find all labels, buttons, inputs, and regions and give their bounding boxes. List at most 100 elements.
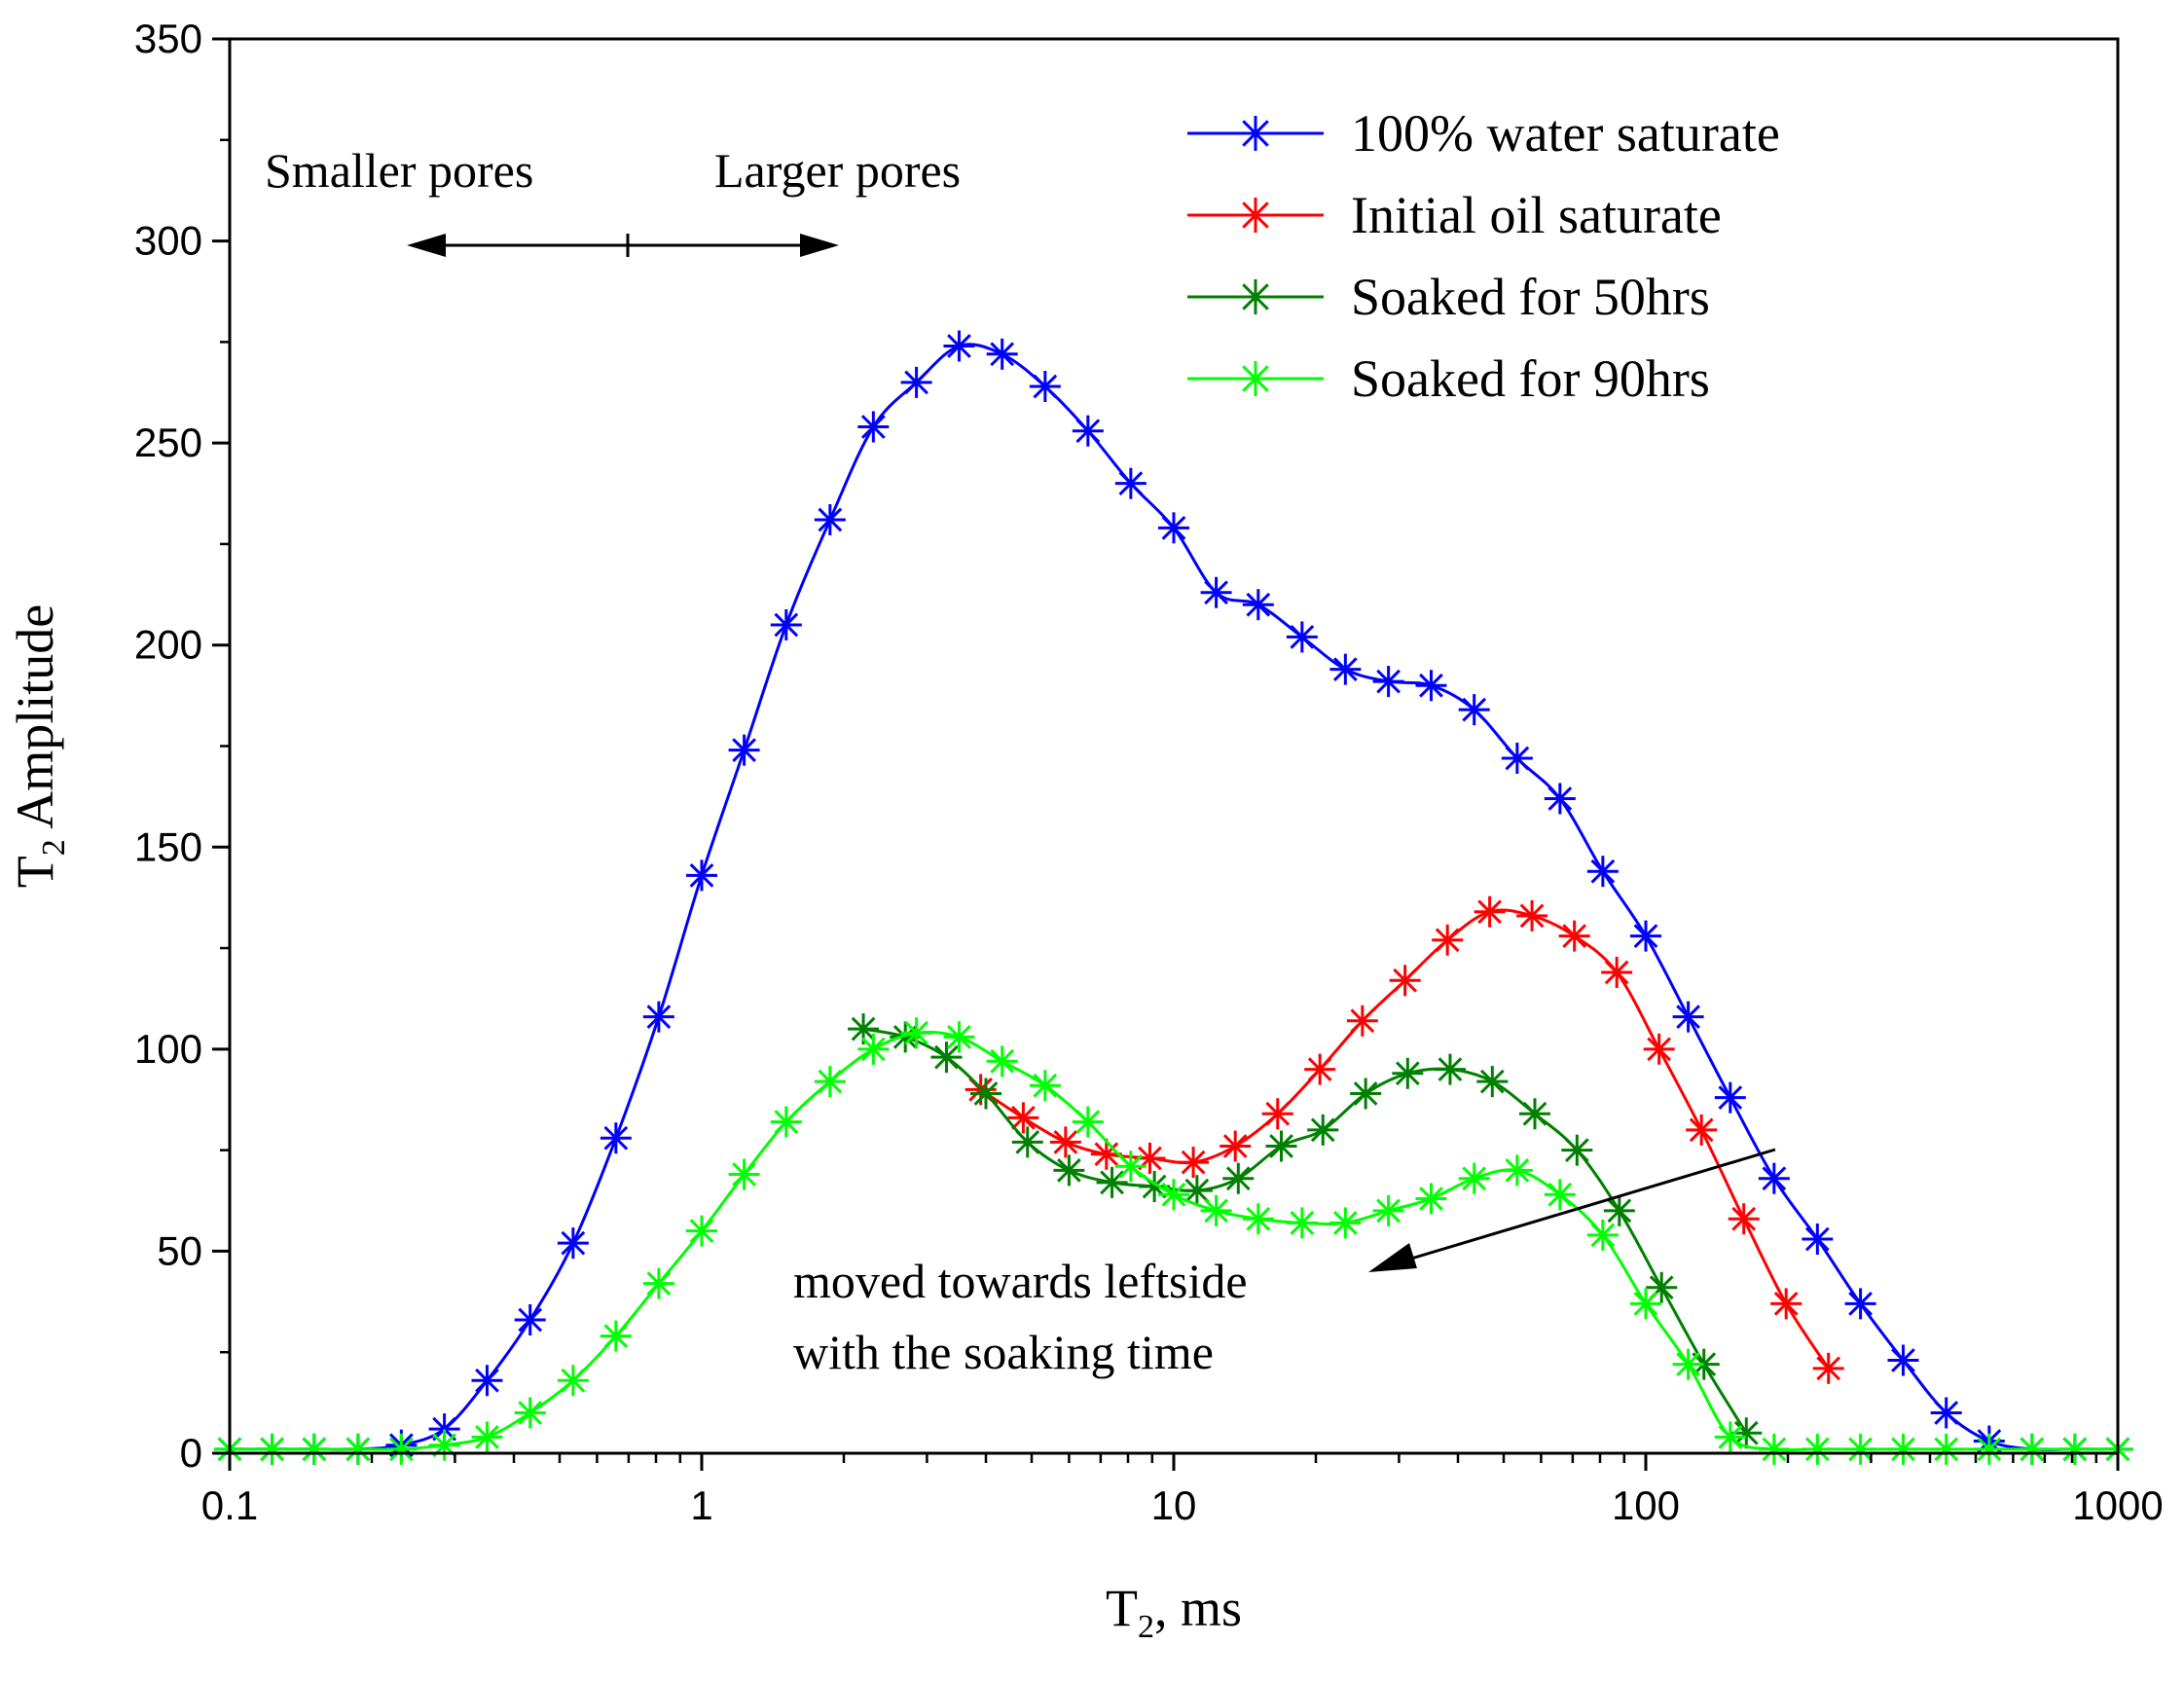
data-point [943,330,975,362]
data-point [600,1320,632,1352]
larger-pores-label: Larger pores [714,143,961,198]
data-point [1329,1207,1362,1239]
data-point [1372,1194,1404,1226]
data-point [1802,1223,1834,1255]
x-tick-label: 100 [1612,1482,1680,1528]
data-point [1200,1194,1232,1226]
data-point [900,1017,932,1049]
legend-item: Soaked for 50hrs [1187,268,1710,326]
data-point [686,859,717,892]
y-tick-label: 200 [134,622,202,668]
data-point [1586,856,1619,888]
data-point [1672,1001,1704,1033]
data-point [514,1304,546,1336]
series-1 [965,895,1844,1384]
data-point [1389,965,1421,997]
y-tick-label: 350 [134,16,202,61]
data-point [1728,1203,1760,1235]
data-point [1544,1179,1576,1211]
data-point [1930,1397,1962,1429]
data-point [1096,1166,1128,1198]
annotations: Smaller pores Larger pores moved towards l… [265,143,1776,1379]
data-point [1458,694,1490,726]
shift-label-line2: with the soaking time [793,1325,1214,1379]
data-point [1415,670,1447,702]
legend-item: Soaked for 90hrs [1187,349,1710,408]
data-point [1643,1033,1675,1065]
data-point [814,1066,846,1098]
data-point [600,1122,632,1154]
data-point [642,1267,674,1299]
data-point [900,366,932,398]
data-point [969,1078,1001,1110]
data-point [1758,1162,1790,1194]
data-point [1561,1134,1593,1166]
data-point [770,608,802,640]
data-point [1007,1102,1039,1134]
data-point [814,504,846,536]
smaller-pores-label: Smaller pores [265,143,533,198]
data-point [1930,1433,1962,1465]
y-tick-label: 0 [180,1430,202,1476]
data-point [1158,1179,1189,1211]
data-point [1372,666,1404,698]
data-point [1219,1130,1252,1162]
legend-label: Soaked for 50hrs [1351,268,1710,326]
data-point [1178,1147,1210,1179]
data-point [471,1421,503,1453]
data-point [1516,899,1548,932]
y-tick-label: 300 [134,218,202,264]
data-point [1181,1175,1213,1207]
data-point [1518,1098,1550,1130]
data-point [1558,920,1590,952]
data-point [943,1021,975,1053]
shift-label-line1: moved towards leftside [793,1254,1248,1308]
data-point [1434,1053,1466,1085]
data-point [1714,1081,1746,1114]
data-point [1029,371,1061,403]
x-axis-label: T2, ms [1106,1579,1242,1645]
data-point [642,1001,674,1033]
data-point [930,1041,963,1074]
data-point [1011,1126,1043,1158]
legend-label: Initial oil saturate [1351,186,1722,244]
arrow-right-head [800,234,839,257]
data-point [728,734,760,766]
data-point [1346,1005,1378,1037]
series-3 [214,1017,2133,1465]
shift-arrow-line [1401,1148,1776,1263]
data-point [1238,198,1273,233]
data-point [1672,1348,1704,1380]
data-point [857,411,890,443]
plot-frame [228,37,2120,1455]
series-line [229,1030,2118,1452]
data-point [1601,956,1633,988]
data-point [1200,576,1232,608]
data-point [1114,467,1147,499]
data-point [1630,1288,1661,1320]
data-point [1029,1070,1061,1102]
data-point [1242,1203,1274,1235]
data-point [857,1033,890,1065]
data-point [986,338,1018,370]
x-tick-label: 1 [690,1482,712,1528]
data-point [1329,653,1362,685]
legend-label: Soaked for 90hrs [1351,349,1710,408]
data-point [1501,742,1533,774]
data-point [1887,1433,1919,1465]
data-point [1714,1421,1746,1453]
x-tick-label: 0.1 [201,1482,258,1528]
data-point [1432,924,1464,956]
y-tick-label: 250 [134,420,202,465]
data-point [1844,1288,1876,1320]
data-point [1307,1114,1339,1146]
data-point [2058,1433,2091,1465]
y-axis-label: T2 Amplitude [6,604,72,889]
data-point [1686,1114,1718,1146]
data-point [1350,1078,1382,1110]
data-point [1114,1151,1147,1183]
data-point [385,1433,418,1465]
data-point [1844,1433,1876,1465]
data-point [986,1045,1018,1078]
x-tick-label: 10 [1151,1482,1197,1528]
